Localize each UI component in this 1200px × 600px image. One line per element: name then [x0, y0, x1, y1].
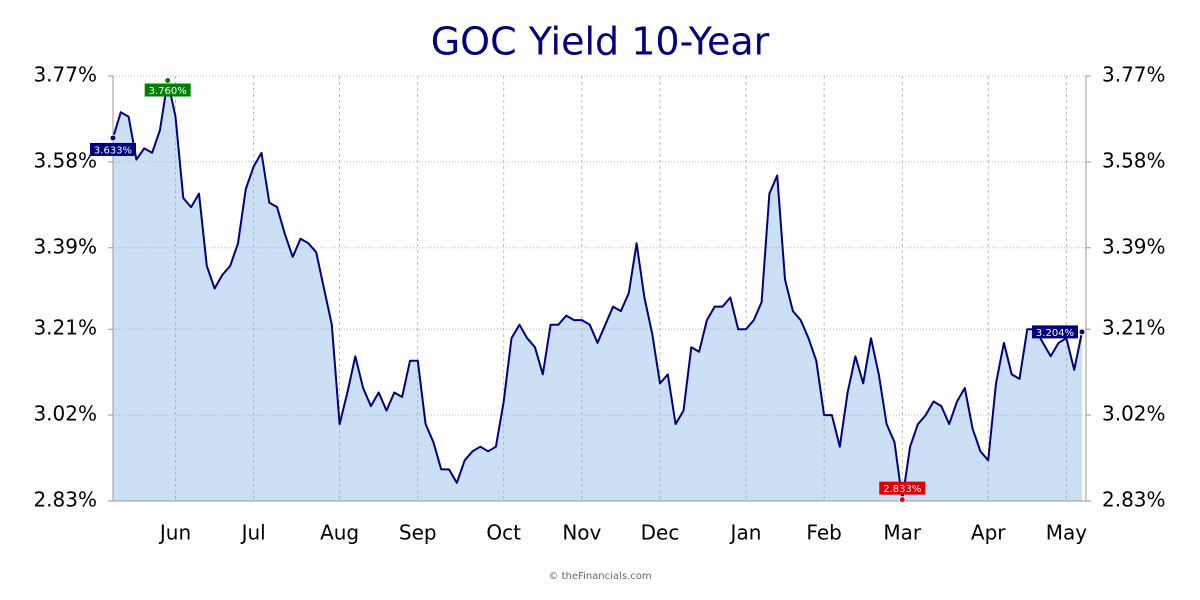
- x-tick-label: Jan: [729, 521, 762, 545]
- chart-title: GOC Yield 10-Year: [431, 20, 770, 64]
- point-marker: [1078, 328, 1086, 336]
- x-tick-label: Aug: [320, 521, 359, 545]
- y2-tick-label: 2.83%: [1102, 488, 1166, 512]
- x-tick-label: May: [1046, 521, 1088, 545]
- x-tick-label: Jul: [240, 521, 266, 545]
- y-tick-label: 3.02%: [33, 402, 97, 426]
- x-tick-label: Mar: [883, 521, 922, 545]
- x-tick-label: Feb: [806, 521, 841, 545]
- value-label: 3.760%: [149, 86, 187, 97]
- y2-tick-label: 3.58%: [1102, 148, 1166, 172]
- area-fill: [113, 80, 1082, 501]
- y2-tick-label: 3.21%: [1102, 316, 1166, 340]
- x-tick-label: Jun: [158, 521, 191, 545]
- y-tick-label: 2.83%: [33, 488, 97, 512]
- x-tick-label: Sep: [399, 521, 437, 545]
- line: [112, 79, 1083, 501]
- value-label-box: [879, 481, 926, 495]
- value-label-box: [144, 83, 191, 97]
- y-tick-label: 3.58%: [33, 148, 97, 172]
- y-tick-label: 3.77%: [33, 63, 97, 87]
- footer: © theFinancials.com: [548, 571, 651, 582]
- point-marker: [898, 496, 906, 504]
- y-tick-label: 3.39%: [33, 234, 97, 258]
- x-tick-label: Apr: [971, 521, 1006, 545]
- x-tick-label: Nov: [562, 521, 601, 545]
- y-tick-label: 3.21%: [33, 316, 97, 340]
- value-label-box: [1032, 325, 1078, 339]
- y2-tick-label: 3.77%: [1102, 63, 1166, 87]
- value-label-box: [90, 142, 136, 156]
- value-label: 3.633%: [94, 145, 132, 156]
- y2-tick-label: 3.02%: [1102, 402, 1166, 426]
- point-marker: [164, 77, 172, 85]
- point-marker: [109, 134, 117, 142]
- value-label: 3.204%: [1036, 328, 1074, 339]
- value-label: 2.833%: [883, 484, 921, 495]
- x-tick-label: Dec: [641, 521, 680, 545]
- y2-tick-label: 3.39%: [1102, 234, 1166, 258]
- x-tick-label: Oct: [486, 521, 521, 545]
